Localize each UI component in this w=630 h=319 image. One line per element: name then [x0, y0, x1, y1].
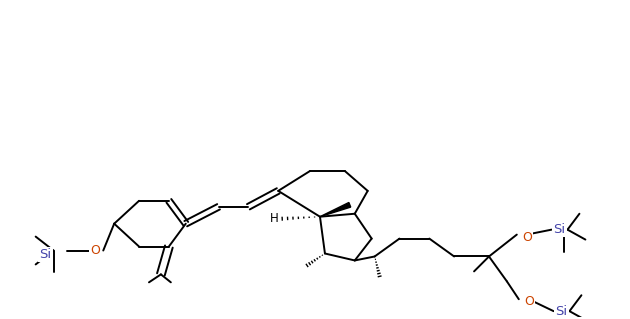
Polygon shape	[320, 203, 351, 217]
Text: O: O	[90, 244, 100, 257]
Text: O: O	[522, 231, 532, 244]
Text: Si: Si	[554, 223, 566, 236]
Text: Si: Si	[40, 248, 52, 261]
Text: H: H	[270, 212, 278, 225]
Text: O: O	[524, 295, 534, 308]
Text: Si: Si	[556, 305, 568, 318]
